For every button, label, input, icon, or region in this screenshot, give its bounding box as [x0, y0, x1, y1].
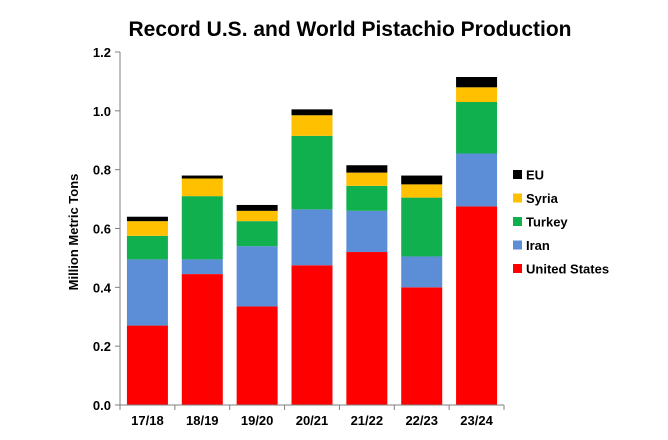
- bar-segment-syria: [291, 115, 333, 136]
- bar-segment-united-states: [401, 287, 443, 405]
- bar-segment-turkey: [236, 221, 278, 247]
- legend-swatch-iran: [513, 240, 522, 250]
- bar-segment-turkey: [181, 196, 223, 260]
- legend-label: Turkey: [526, 215, 568, 230]
- bar-segment-united-states: [456, 206, 498, 405]
- bar-segment-iran: [291, 209, 333, 266]
- bar-segment-turkey: [291, 135, 333, 210]
- bar-segment-iran: [181, 259, 223, 275]
- bar-segment-eu: [236, 204, 278, 211]
- x-tick-label: 23/24: [460, 413, 493, 428]
- x-tick-label: 21/22: [351, 413, 384, 428]
- bar-segment-united-states: [291, 265, 333, 405]
- bar-segment-turkey: [346, 185, 388, 211]
- x-tick-label: 18/19: [186, 413, 219, 428]
- bar-segment-eu: [126, 216, 168, 222]
- bar-segment-syria: [236, 210, 278, 222]
- legend: EU Syria Turkey Iran United States: [513, 168, 609, 277]
- legend-label: United States: [526, 262, 609, 277]
- bar-segment-iran: [456, 153, 498, 207]
- bar-segment-iran: [401, 256, 443, 288]
- bar-segment-syria: [346, 172, 388, 186]
- x-tick-label: 20/21: [296, 413, 329, 428]
- y-tick-label: 0.4: [93, 280, 112, 295]
- y-axis-label: Million Metric Tons: [66, 174, 81, 291]
- plot-area: 0.0 0.2 0.4 0.6 0.8 1.0 1.2 17/18 18/19 19/20 20/2…: [93, 45, 505, 428]
- bar-segment-united-states: [346, 252, 388, 405]
- bar-segment-iran: [236, 246, 278, 307]
- bar-segment-turkey: [401, 197, 443, 257]
- y-tick-label: 1.2: [93, 45, 111, 60]
- legend-label: EU: [526, 168, 544, 183]
- bar-segment-united-states: [236, 306, 278, 405]
- legend-swatch-united-states: [513, 264, 522, 273]
- bar-segment-eu: [181, 175, 223, 179]
- y-tick-label: 0.0: [93, 398, 111, 413]
- y-tick-label: 0.6: [93, 222, 111, 237]
- bar-segment-eu: [291, 109, 333, 116]
- chart-title: Record U.S. and World Pistachio Producti…: [129, 18, 572, 41]
- legend-label: Syria: [526, 191, 559, 206]
- bar-segment-iran: [346, 210, 388, 253]
- y-tick-label: 0.8: [93, 163, 111, 178]
- bar-segment-syria: [126, 221, 168, 236]
- x-tick-label: 19/20: [241, 413, 274, 428]
- legend-swatch-eu: [513, 170, 522, 179]
- bar-segment-turkey: [126, 235, 168, 260]
- legend-label: Iran: [526, 238, 550, 253]
- bar-segment-eu: [456, 77, 498, 88]
- bar-segment-united-states: [181, 274, 223, 405]
- bar-segment-turkey: [456, 102, 498, 154]
- bar-segment-eu: [346, 165, 388, 173]
- y-tick-label: 0.2: [93, 339, 111, 354]
- bar-segment-syria: [401, 184, 443, 198]
- x-tick-label: 17/18: [131, 413, 164, 428]
- bar-segment-eu: [401, 175, 443, 185]
- legend-swatch-turkey: [513, 217, 522, 226]
- bar-segment-iran: [126, 259, 168, 326]
- bar-segment-syria: [181, 178, 223, 197]
- bar-segment-united-states: [126, 325, 168, 405]
- x-tick-label: 22/23: [405, 413, 438, 428]
- legend-swatch-syria: [513, 193, 522, 203]
- y-tick-label: 1.0: [93, 104, 111, 119]
- bar-segment-syria: [456, 87, 498, 103]
